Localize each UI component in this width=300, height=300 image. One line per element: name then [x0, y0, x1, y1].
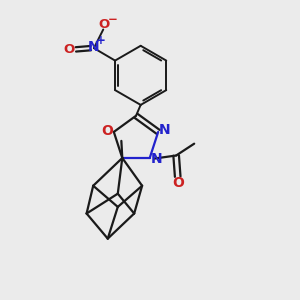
Text: O: O [172, 176, 184, 190]
Text: O: O [63, 43, 75, 56]
Text: +: + [96, 34, 106, 47]
Text: O: O [99, 18, 110, 31]
Text: N: N [159, 123, 171, 137]
Text: −: − [108, 13, 118, 26]
Text: N: N [151, 152, 162, 166]
Text: O: O [101, 124, 113, 138]
Text: N: N [88, 40, 99, 54]
